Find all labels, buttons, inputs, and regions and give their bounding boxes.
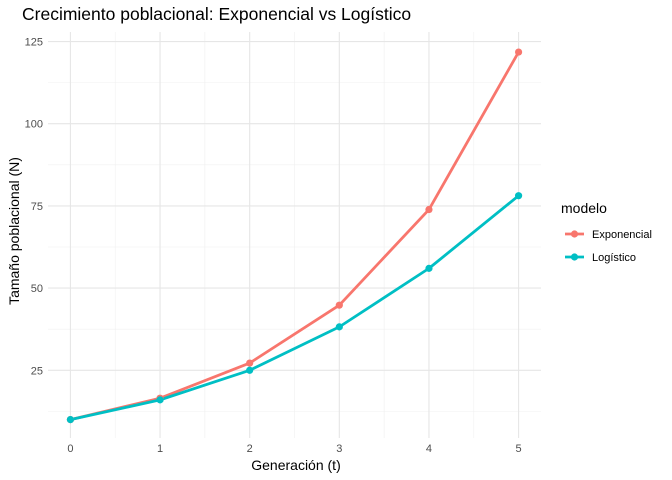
- y-axis-title: Tamaño poblacional (N): [6, 157, 22, 305]
- data-point-exponencial: [246, 359, 254, 367]
- y-axis-ticks: 25 50 75 100 125: [25, 37, 43, 378]
- y-tick-label: 25: [31, 365, 43, 377]
- data-point-logistico: [425, 264, 433, 272]
- data-point-logistico: [156, 396, 164, 404]
- legend-key-point-exponencial: [570, 230, 579, 238]
- x-tick-label: 0: [67, 443, 73, 455]
- data-point-exponencial: [425, 205, 433, 214]
- minor-gridlines: [48, 32, 541, 438]
- x-tick-label: 2: [247, 443, 253, 455]
- series-line-logistico: [69, 194, 520, 421]
- legend: modelo Exponencial Logístico: [561, 200, 652, 264]
- x-axis-ticks: 0 1 2 3 4 5: [67, 443, 521, 455]
- data-point-logistico: [246, 366, 254, 374]
- legend-label-logistico: Logístico: [592, 252, 636, 264]
- chart-title: Crecimiento poblacional: Exponencial vs …: [22, 4, 412, 24]
- legend-label-exponencial: Exponencial: [592, 229, 652, 241]
- y-tick-label: 50: [31, 283, 43, 295]
- data-point-logistico: [66, 415, 75, 424]
- x-tick-label: 5: [516, 443, 522, 455]
- data-point-logistico: [335, 323, 343, 331]
- y-tick-label: 100: [25, 119, 43, 131]
- data-point-logistico: [514, 192, 523, 200]
- legend-title: modelo: [561, 200, 607, 216]
- legend-key-point-logistico: [570, 253, 579, 261]
- x-tick-label: 1: [157, 443, 163, 455]
- data-point-exponencial: [514, 48, 523, 56]
- x-tick-label: 3: [336, 443, 342, 455]
- data-point-exponencial: [335, 301, 343, 309]
- x-tick-label: 4: [426, 443, 432, 455]
- series-layer: [66, 48, 523, 424]
- y-tick-label: 75: [31, 201, 43, 213]
- x-axis-title: Generación (t): [251, 457, 340, 473]
- y-tick-label: 125: [25, 37, 43, 49]
- major-gridlines: [48, 32, 541, 438]
